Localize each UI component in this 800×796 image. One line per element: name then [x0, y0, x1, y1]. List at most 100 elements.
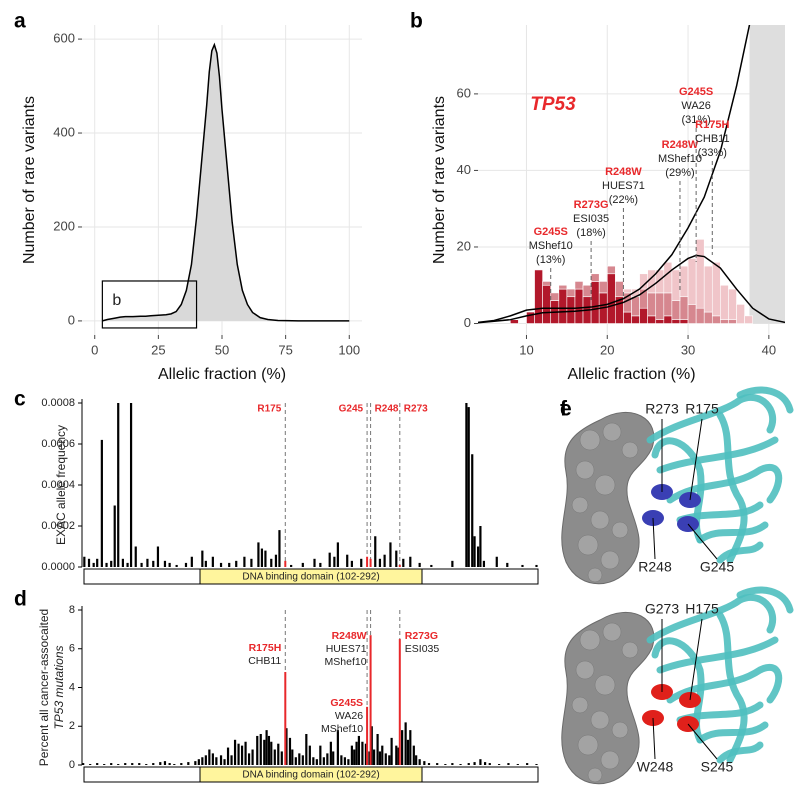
bar — [535, 564, 538, 567]
annotation-percent: (18%) — [576, 227, 605, 239]
shaded-area — [749, 25, 785, 324]
histogram-bar — [631, 315, 640, 324]
bar — [278, 530, 281, 567]
bar — [105, 562, 108, 567]
histogram-bar — [695, 307, 705, 324]
histogram-bar — [663, 261, 673, 294]
chart-title: TP53 — [530, 94, 576, 115]
site-label: W248 — [637, 759, 674, 775]
bar — [270, 558, 273, 567]
bar — [138, 763, 141, 765]
bar — [332, 751, 335, 765]
bar — [208, 749, 211, 765]
x-tick-label: 50 — [215, 342, 229, 357]
bar — [369, 635, 372, 765]
y-tick-label: 60 — [457, 85, 471, 100]
bar — [260, 548, 264, 567]
bar — [473, 762, 476, 765]
bar — [197, 759, 200, 765]
bar — [117, 764, 120, 765]
bar — [465, 403, 468, 567]
bar — [404, 722, 407, 765]
annotation-mutation: R273G — [405, 630, 438, 642]
dna-bump — [600, 550, 620, 570]
bar — [301, 755, 304, 765]
bar — [535, 764, 538, 765]
histogram-bar — [671, 319, 681, 324]
density-area — [102, 44, 350, 321]
dna-bump — [587, 567, 603, 583]
bar — [145, 764, 148, 765]
bar — [397, 747, 400, 765]
bar — [378, 751, 382, 765]
x-axis-title: Allelic fraction (%) — [567, 366, 695, 383]
bar — [388, 755, 391, 765]
histogram-bar — [615, 281, 624, 298]
bar — [340, 755, 343, 765]
dna-bump — [621, 641, 639, 659]
domain-label: DNA binding domain (102-292) — [242, 770, 379, 781]
bar — [451, 763, 454, 765]
panel-c: 0.0000 0.0002 0.0004 0.0006 0.0008 EXAC allel… — [41, 397, 539, 585]
panel-a: 0 200 400 600 0 25 50 75 100 Allelic fraction (%)… — [21, 25, 362, 383]
y-tick-label: 4 — [69, 681, 75, 693]
bar — [329, 741, 332, 765]
histogram-bar — [550, 292, 560, 301]
panel-letter: c — [14, 388, 26, 411]
annotation-mutation: R175H — [695, 119, 729, 131]
density-line — [102, 42, 350, 322]
bar — [219, 562, 223, 567]
dna-bump — [587, 767, 603, 783]
bar — [204, 755, 207, 765]
y-tick-label: 6 — [69, 643, 75, 655]
panel-letter: a — [14, 10, 26, 33]
bar — [412, 745, 415, 765]
bar — [223, 759, 226, 765]
histogram-bar — [671, 269, 681, 301]
y-axis-title: TP53 mutations — [52, 645, 66, 729]
bar — [374, 536, 377, 567]
histogram-bar — [590, 273, 600, 282]
dna-bump — [611, 721, 629, 739]
annotation-percent: (33%) — [698, 147, 727, 159]
histogram-bar — [598, 281, 608, 294]
bar — [506, 562, 509, 567]
bar — [288, 737, 292, 765]
leader-line — [689, 418, 703, 501]
bar — [237, 743, 240, 765]
bar — [201, 550, 204, 567]
annotation-percent: (29%) — [665, 167, 694, 179]
bar — [336, 542, 339, 567]
histogram-bar — [566, 288, 576, 298]
bar — [235, 560, 238, 567]
bar — [240, 745, 244, 765]
y-tick-label: 0.0002 — [41, 520, 75, 532]
annotation-percent: (13%) — [536, 254, 565, 266]
bar — [267, 735, 271, 765]
bar — [479, 526, 482, 567]
dna-bump — [577, 534, 599, 556]
bar — [479, 759, 482, 765]
bar — [126, 562, 129, 567]
bar — [398, 564, 401, 567]
dna-bump — [602, 422, 622, 442]
bar — [361, 741, 364, 765]
bar — [376, 734, 379, 765]
bar — [285, 728, 288, 765]
bar — [291, 749, 294, 765]
dna-bump — [579, 429, 601, 451]
dna-bump — [600, 750, 620, 770]
protein-ribbon — [736, 386, 794, 414]
bar — [483, 762, 487, 765]
bar — [211, 556, 214, 567]
annotation-line-name: WA26 — [335, 710, 363, 722]
annotation-percent: (22%) — [609, 194, 638, 206]
bar — [211, 753, 214, 765]
bar — [256, 735, 259, 765]
histogram-bar — [655, 319, 665, 324]
bar — [353, 749, 356, 765]
bar — [244, 741, 247, 765]
marker-label: R248 — [375, 404, 399, 415]
bar — [395, 550, 398, 567]
site-label: R273 — [645, 401, 679, 417]
